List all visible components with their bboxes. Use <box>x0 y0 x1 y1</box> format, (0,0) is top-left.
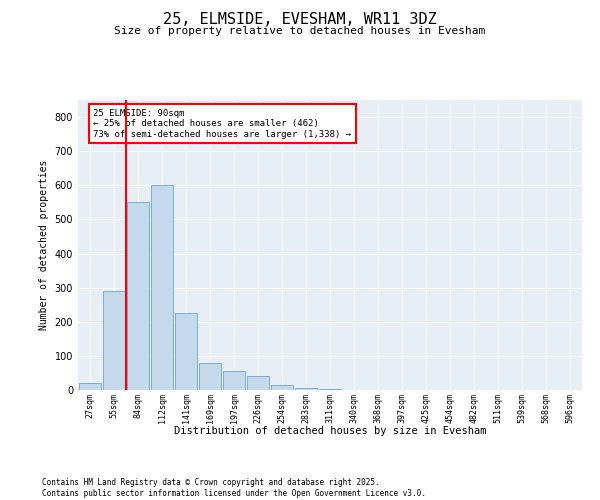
Text: Contains HM Land Registry data © Crown copyright and database right 2025.
Contai: Contains HM Land Registry data © Crown c… <box>42 478 426 498</box>
Bar <box>175 313 197 390</box>
Y-axis label: Number of detached properties: Number of detached properties <box>39 160 49 330</box>
Text: 25, ELMSIDE, EVESHAM, WR11 3DZ: 25, ELMSIDE, EVESHAM, WR11 3DZ <box>163 12 437 28</box>
Text: Size of property relative to detached houses in Evesham: Size of property relative to detached ho… <box>115 26 485 36</box>
Bar <box>103 291 125 390</box>
Bar <box>79 383 101 390</box>
Bar <box>127 202 149 390</box>
Text: 25 ELMSIDE: 90sqm
← 25% of detached houses are smaller (462)
73% of semi-detache: 25 ELMSIDE: 90sqm ← 25% of detached hous… <box>93 108 351 138</box>
X-axis label: Distribution of detached houses by size in Evesham: Distribution of detached houses by size … <box>174 426 486 436</box>
Bar <box>247 376 269 390</box>
Bar <box>271 385 293 390</box>
Bar <box>295 388 317 390</box>
Bar <box>223 371 245 390</box>
Bar <box>199 362 221 390</box>
Bar <box>151 186 173 390</box>
